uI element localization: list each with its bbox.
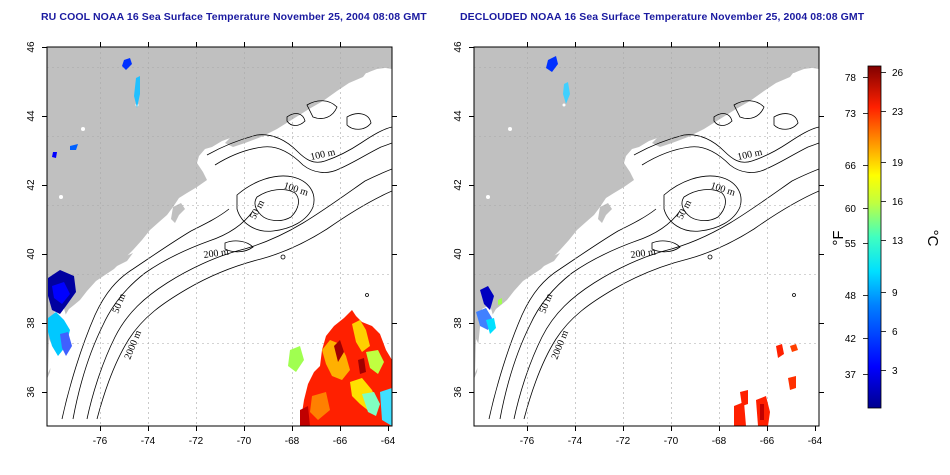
x-tick-label: -64 — [808, 436, 823, 447]
map-frame — [473, 46, 820, 427]
fahrenheit-tick: 78 — [845, 73, 857, 84]
panel-left-title: RU COOL NOAA 16 Sea Surface Temperature … — [41, 11, 427, 23]
y-tick-label: 46 — [453, 41, 464, 53]
colorbar: 78 73 66 60 55 48 42 37 26 23 19 16 13 9… — [830, 65, 941, 409]
fahrenheit-tick: 60 — [845, 204, 857, 215]
colorbar-gradient — [867, 65, 882, 409]
contour-label: 100 m — [309, 147, 336, 163]
sst-left-patches — [48, 58, 392, 426]
y-tick-label: 40 — [26, 248, 37, 260]
panel-left-map: 100 m 100 m 50 m 200 m 50 m 2000 m -76 -… — [26, 41, 397, 447]
fahrenheit-tick: 42 — [845, 334, 857, 345]
contour-label: 100 m — [736, 147, 763, 163]
x-tick-label: -76 — [93, 436, 108, 447]
celsius-tick: 19 — [892, 158, 904, 169]
y-tick-label: 42 — [453, 179, 464, 191]
x-tick-label: -72 — [616, 436, 631, 447]
x-tick-label: -72 — [189, 436, 204, 447]
celsius-tick: 3 — [892, 366, 898, 377]
celsius-tick: 6 — [892, 327, 898, 338]
y-tick-label: 38 — [453, 317, 464, 329]
x-tick-label: -68 — [712, 436, 727, 447]
x-tick-label: -76 — [520, 436, 535, 447]
x-tick-label: -64 — [381, 436, 396, 447]
panel-right-title: DECLOUDED NOAA 16 Sea Surface Temperatur… — [460, 11, 865, 23]
celsius-tick: 23 — [892, 107, 904, 118]
y-tick-label: 36 — [26, 386, 37, 398]
y-tick-label: 44 — [453, 110, 464, 122]
fahrenheit-tick: 37 — [845, 370, 857, 381]
fahrenheit-tick: 73 — [845, 109, 857, 120]
x-tick-label: -70 — [664, 436, 679, 447]
fahrenheit-tick: 55 — [845, 239, 857, 250]
contour-label: 200 m — [630, 247, 657, 261]
map-frame — [46, 46, 393, 427]
x-tick-label: -74 — [141, 436, 156, 447]
celsius-tick: 16 — [892, 197, 904, 208]
contour-label: 200 m — [203, 247, 230, 261]
fahrenheit-tick: 66 — [845, 161, 857, 172]
sst-right-patches — [476, 56, 798, 426]
y-tick-label: 36 — [453, 386, 464, 398]
x-tick-label: -68 — [285, 436, 300, 447]
y-tick-label: 46 — [26, 41, 37, 53]
celsius-tick: 26 — [892, 68, 904, 79]
fahrenheit-tick: 48 — [845, 291, 857, 302]
x-tick-label: -66 — [760, 436, 775, 447]
celsius-label: °C — [924, 230, 941, 247]
x-tick-label: -70 — [237, 436, 252, 447]
x-tick-label: -74 — [568, 436, 583, 447]
y-tick-label: 44 — [26, 110, 37, 122]
celsius-tick: 13 — [892, 236, 904, 247]
y-tick-label: 42 — [26, 179, 37, 191]
panel-right-map: 100 m 100 m 50 m 200 m 50 m 2000 m -76 -… — [453, 41, 824, 447]
y-tick-label: 38 — [26, 317, 37, 329]
x-tick-label: -66 — [333, 436, 348, 447]
celsius-tick: 9 — [892, 288, 898, 299]
y-tick-label: 40 — [453, 248, 464, 260]
fahrenheit-label: °F — [830, 230, 847, 245]
